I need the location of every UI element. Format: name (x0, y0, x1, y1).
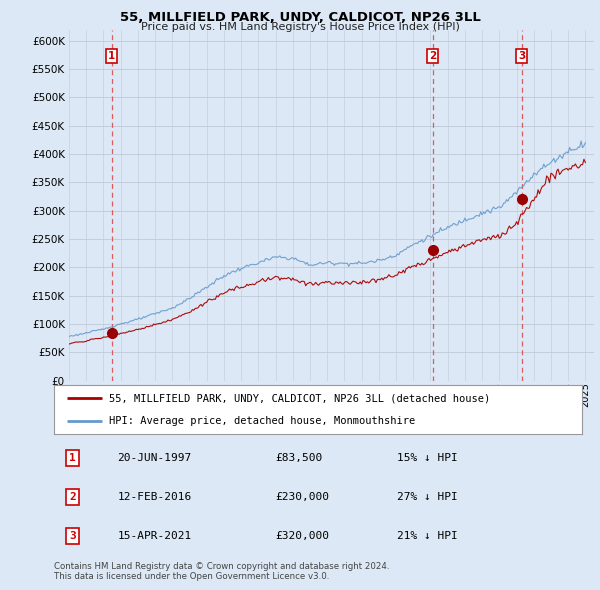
Text: 2: 2 (429, 51, 436, 61)
Text: 55, MILLFIELD PARK, UNDY, CALDICOT, NP26 3LL: 55, MILLFIELD PARK, UNDY, CALDICOT, NP26… (119, 11, 481, 24)
Text: 15% ↓ HPI: 15% ↓ HPI (397, 453, 458, 463)
Text: 20-JUN-1997: 20-JUN-1997 (118, 453, 191, 463)
Text: 55, MILLFIELD PARK, UNDY, CALDICOT, NP26 3LL (detached house): 55, MILLFIELD PARK, UNDY, CALDICOT, NP26… (109, 394, 491, 404)
Text: £230,000: £230,000 (276, 492, 330, 502)
Text: HPI: Average price, detached house, Monmouthshire: HPI: Average price, detached house, Monm… (109, 415, 416, 425)
Text: 3: 3 (69, 531, 76, 541)
Text: 12-FEB-2016: 12-FEB-2016 (118, 492, 191, 502)
Text: 21% ↓ HPI: 21% ↓ HPI (397, 531, 458, 541)
Text: 15-APR-2021: 15-APR-2021 (118, 531, 191, 541)
Text: 2: 2 (69, 492, 76, 502)
Text: £83,500: £83,500 (276, 453, 323, 463)
Text: 27% ↓ HPI: 27% ↓ HPI (397, 492, 458, 502)
Text: £320,000: £320,000 (276, 531, 330, 541)
Text: 3: 3 (518, 51, 525, 61)
Text: Contains HM Land Registry data © Crown copyright and database right 2024.: Contains HM Land Registry data © Crown c… (54, 562, 389, 571)
Text: 1: 1 (108, 51, 115, 61)
Text: This data is licensed under the Open Government Licence v3.0.: This data is licensed under the Open Gov… (54, 572, 329, 581)
Text: Price paid vs. HM Land Registry's House Price Index (HPI): Price paid vs. HM Land Registry's House … (140, 22, 460, 32)
Text: 1: 1 (69, 453, 76, 463)
